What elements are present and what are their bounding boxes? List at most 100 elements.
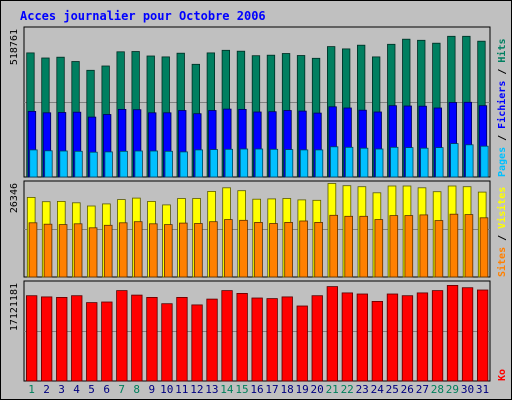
bar-kbytes-day-18 xyxy=(281,296,293,382)
x-tick-label-day-24: 24 xyxy=(371,383,385,396)
bar-pages-day-8 xyxy=(134,150,143,178)
bar-kbytes-day-10 xyxy=(161,303,173,382)
bar-kbytes-day-28 xyxy=(431,290,444,382)
chart-title: Acces journalier pour Octobre 2006 xyxy=(20,9,266,23)
bar-pages-day-31 xyxy=(480,145,489,178)
x-tick-label-day-7: 7 xyxy=(118,383,125,396)
bar-kbytes-day-22 xyxy=(341,292,354,382)
x-tick-label-day-26: 26 xyxy=(401,383,414,396)
bar-kbytes-day-15 xyxy=(236,292,248,382)
legend-part: Pages xyxy=(497,147,508,177)
bar-sites-day-9 xyxy=(148,223,158,278)
bar-kbytes-day-11 xyxy=(176,296,188,382)
bar-pages-day-22 xyxy=(344,146,354,178)
legend-part: / xyxy=(497,229,508,247)
bar-sites-day-11 xyxy=(178,222,188,278)
x-tick-label-day-25: 25 xyxy=(386,383,399,396)
bar-sites-day-24 xyxy=(374,219,384,278)
bar-pages-day-3 xyxy=(59,150,68,178)
x-tick-label-day-8: 8 xyxy=(133,383,140,396)
x-tick-label-day-17: 17 xyxy=(265,383,278,396)
legend-part: Fichiers xyxy=(496,81,508,129)
bar-sites-day-4 xyxy=(73,223,83,278)
bar-sites-day-28 xyxy=(434,220,444,278)
bar-kbytes-day-16 xyxy=(251,297,263,382)
bar-pages-day-6 xyxy=(104,151,113,178)
x-tick-label-day-4: 4 xyxy=(73,383,80,396)
x-tick-label-day-6: 6 xyxy=(103,383,110,396)
bar-sites-day-19 xyxy=(299,220,308,278)
bar-sites-day-15 xyxy=(239,219,248,278)
bar-kbytes-day-9 xyxy=(146,296,158,382)
bar-kbytes-day-6 xyxy=(101,301,113,382)
bar-sites-day-14 xyxy=(224,219,233,278)
bar-sites-day-12 xyxy=(194,223,203,278)
legend-part: / xyxy=(497,63,508,81)
x-tick-label-day-23: 23 xyxy=(356,383,369,396)
bar-kbytes-day-8 xyxy=(131,294,143,382)
bar-kbytes-day-1 xyxy=(25,295,38,382)
bar-sites-day-18 xyxy=(284,221,293,278)
legend-part: / xyxy=(497,129,508,147)
bar-sites-day-27 xyxy=(419,214,429,278)
bar-pages-day-13 xyxy=(209,149,219,178)
bar-kbytes-day-7 xyxy=(116,290,128,382)
x-tick-label-day-12: 12 xyxy=(190,383,203,396)
panel-kbytes: 17121181 Ko xyxy=(9,280,508,382)
bar-pages-day-28 xyxy=(435,147,444,178)
bar-sites-day-10 xyxy=(163,224,173,278)
x-tick-label-day-11: 11 xyxy=(175,383,188,396)
bar-pages-day-29 xyxy=(450,143,459,178)
x-tick-label-day-2: 2 xyxy=(43,383,50,396)
x-tick-label-day-30: 30 xyxy=(461,383,474,396)
bar-sites-day-7 xyxy=(118,222,128,278)
x-tick-label-day-22: 22 xyxy=(341,383,354,396)
bar-sites-day-8 xyxy=(133,221,143,278)
y-max-label: 17121181 xyxy=(9,283,20,331)
x-tick-label-day-19: 19 xyxy=(295,383,308,396)
bar-pages-day-7 xyxy=(119,150,128,178)
x-tick-label-day-9: 9 xyxy=(148,383,155,396)
bar-pages-day-20 xyxy=(314,149,324,178)
bar-kbytes-day-27 xyxy=(416,292,429,382)
legend-part: Sites xyxy=(496,247,508,277)
bar-sites-day-23 xyxy=(359,215,368,278)
bar-pages-day-4 xyxy=(74,150,83,178)
bar-sites-day-25 xyxy=(389,215,399,278)
x-tick-label-day-1: 1 xyxy=(28,383,35,396)
bar-pages-day-24 xyxy=(375,148,384,178)
x-tick-label-day-15: 15 xyxy=(235,383,248,396)
bar-kbytes-day-13 xyxy=(206,298,218,382)
y-max-label: 26346 xyxy=(9,183,20,213)
bar-pages-day-19 xyxy=(299,149,309,178)
bar-kbytes-day-25 xyxy=(386,293,399,382)
bar-sites-day-30 xyxy=(464,214,474,278)
x-tick-label-day-3: 3 xyxy=(58,383,65,396)
x-tick-label-day-10: 10 xyxy=(160,383,173,396)
panel-visits_sites: 26346 Sites / Visites xyxy=(9,180,508,278)
x-tick-label-day-13: 13 xyxy=(205,383,218,396)
x-tick-label-day-14: 14 xyxy=(220,383,234,396)
x-tick-label-day-5: 5 xyxy=(88,383,95,396)
bar-kbytes-day-4 xyxy=(71,295,83,382)
bar-sites-day-2 xyxy=(43,223,53,278)
panel-hits_files_pages: 518761 Pages / Fichiers / Hits xyxy=(9,26,508,178)
bar-kbytes-day-3 xyxy=(56,296,68,382)
bar-sites-day-31 xyxy=(479,217,489,278)
x-tick-label-day-21: 21 xyxy=(326,383,339,396)
bar-pages-day-25 xyxy=(390,146,399,178)
bar-kbytes-day-12 xyxy=(191,304,203,382)
bar-pages-day-21 xyxy=(329,146,339,178)
bar-pages-day-2 xyxy=(44,150,53,178)
bar-pages-day-23 xyxy=(359,147,369,178)
bar-sites-day-26 xyxy=(404,215,414,278)
bar-pages-day-27 xyxy=(420,147,429,178)
bar-kbytes-day-26 xyxy=(401,295,414,382)
right-legend: Pages / Fichiers / Hits xyxy=(496,39,508,178)
bar-sites-day-3 xyxy=(58,224,68,278)
x-tick-label-day-27: 27 xyxy=(416,383,429,396)
bar-sites-day-29 xyxy=(449,213,459,278)
bar-pages-day-9 xyxy=(149,150,158,178)
bar-sites-day-5 xyxy=(88,227,98,278)
